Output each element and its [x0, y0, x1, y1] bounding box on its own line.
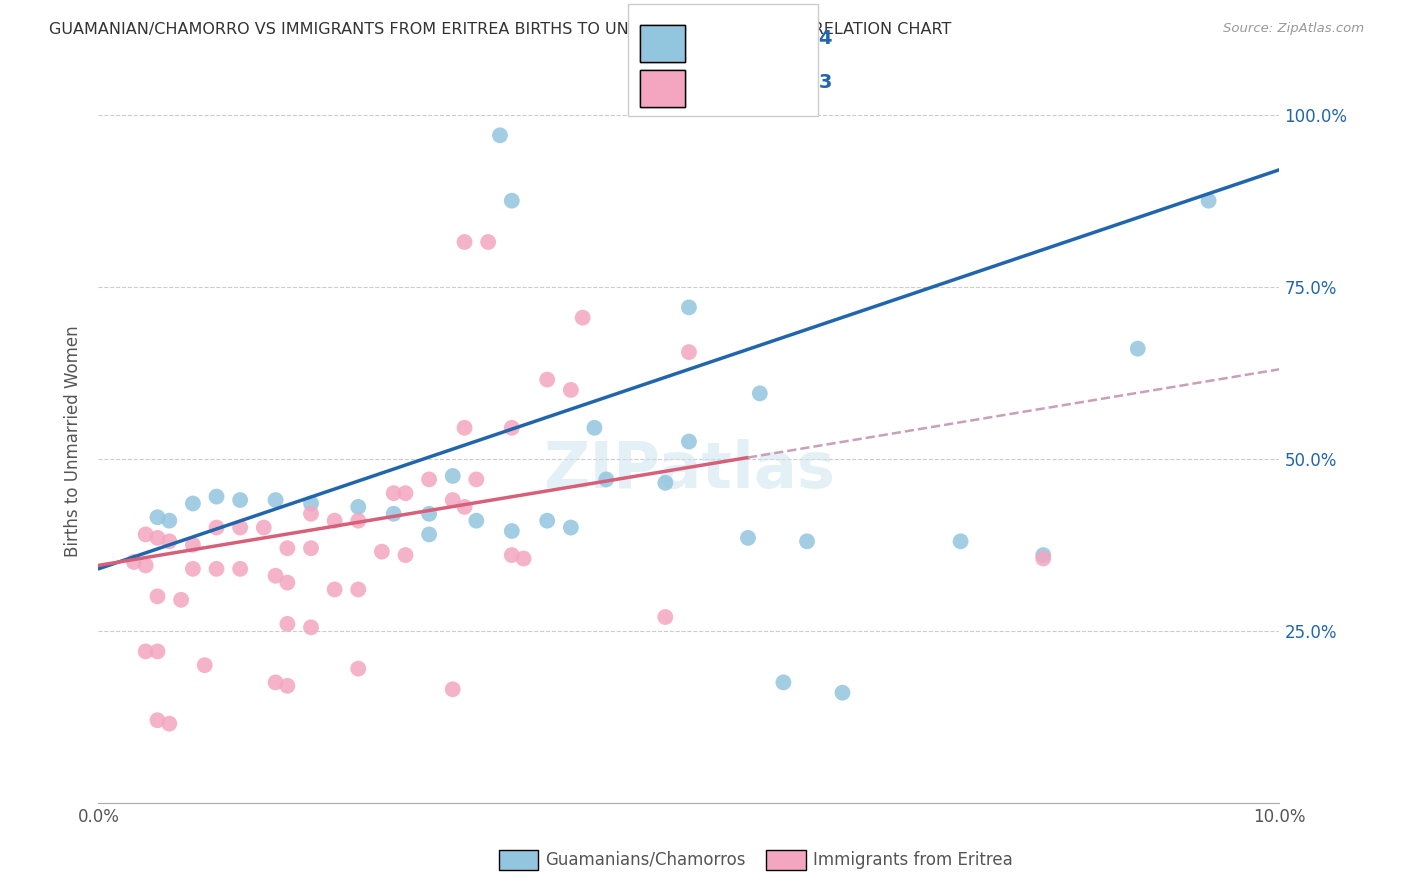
Point [772, 675, 794, 690]
Point [453, 500, 475, 514]
Point [501, 194, 523, 208]
Point [737, 531, 759, 545]
Point [501, 548, 523, 562]
Point [135, 644, 157, 658]
Point [678, 345, 700, 359]
Text: Guamanians/Chamorros: Guamanians/Chamorros [546, 851, 747, 869]
Point [418, 472, 440, 486]
Point [146, 590, 169, 604]
Point [146, 510, 169, 524]
Text: R = 0.453: R = 0.453 [693, 29, 792, 48]
Point [276, 575, 298, 590]
Point [489, 128, 512, 143]
Point [135, 527, 157, 541]
Point [394, 548, 416, 562]
Point [536, 514, 558, 528]
Point [382, 507, 405, 521]
Point [323, 582, 346, 597]
Point [418, 507, 440, 521]
Point [394, 486, 416, 500]
Point [560, 383, 582, 397]
Point [299, 620, 322, 634]
Point [441, 469, 464, 483]
Point [654, 475, 676, 490]
Point [1126, 342, 1149, 356]
Point [560, 520, 582, 534]
Point [678, 434, 700, 449]
Text: ZIPatlas: ZIPatlas [543, 440, 835, 501]
Text: Immigrants from Eritrea: Immigrants from Eritrea [813, 851, 1012, 869]
Point [276, 679, 298, 693]
Point [146, 531, 169, 545]
Point [146, 644, 169, 658]
Point [229, 562, 252, 576]
Text: N = 24: N = 24 [759, 29, 832, 48]
Point [181, 496, 204, 510]
Point [1032, 548, 1054, 562]
Point [276, 616, 298, 631]
Point [264, 568, 287, 582]
Text: GUAMANIAN/CHAMORRO VS IMMIGRANTS FROM ERITREA BIRTHS TO UNMARRIED WOMEN CORRELAT: GUAMANIAN/CHAMORRO VS IMMIGRANTS FROM ER… [49, 22, 952, 37]
Text: N = 53: N = 53 [759, 73, 832, 93]
Point [253, 520, 276, 534]
Point [371, 544, 394, 558]
Point [583, 421, 606, 435]
Point [205, 490, 228, 504]
Point [181, 538, 204, 552]
Point [347, 514, 370, 528]
Point [229, 520, 252, 534]
Point [465, 472, 488, 486]
Point [441, 493, 464, 508]
Point [205, 520, 228, 534]
Point [135, 558, 157, 573]
Point [382, 486, 405, 500]
Point [949, 534, 972, 549]
Point [194, 658, 217, 673]
Point [441, 682, 464, 697]
Point [453, 235, 475, 249]
Point [512, 551, 534, 566]
Point [157, 514, 180, 528]
Point [157, 534, 180, 549]
Point [477, 235, 499, 249]
Text: Source: ZipAtlas.com: Source: ZipAtlas.com [1223, 22, 1364, 36]
Point [501, 421, 523, 435]
Point [157, 716, 180, 731]
Point [536, 373, 558, 387]
Point [831, 686, 853, 700]
Point [1198, 194, 1220, 208]
Point [264, 675, 287, 690]
Point [299, 496, 322, 510]
Point [418, 527, 440, 541]
Point [501, 524, 523, 538]
Point [796, 534, 818, 549]
Point [146, 713, 169, 727]
Point [453, 421, 475, 435]
Point [323, 514, 346, 528]
Point [595, 472, 617, 486]
Point [122, 555, 145, 569]
Point [170, 592, 193, 607]
Text: R = 0.266: R = 0.266 [693, 73, 792, 93]
Point [347, 582, 370, 597]
Point [654, 610, 676, 624]
Point [205, 562, 228, 576]
Point [748, 386, 770, 401]
Point [276, 541, 298, 556]
Point [347, 500, 370, 514]
Y-axis label: Births to Unmarried Women: Births to Unmarried Women [63, 326, 82, 558]
Point [264, 493, 287, 508]
Point [571, 310, 593, 325]
Point [465, 514, 488, 528]
Point [181, 562, 204, 576]
Point [347, 662, 370, 676]
Point [678, 301, 700, 315]
Point [299, 507, 322, 521]
Point [1032, 551, 1054, 566]
Point [299, 541, 322, 556]
Point [229, 493, 252, 508]
